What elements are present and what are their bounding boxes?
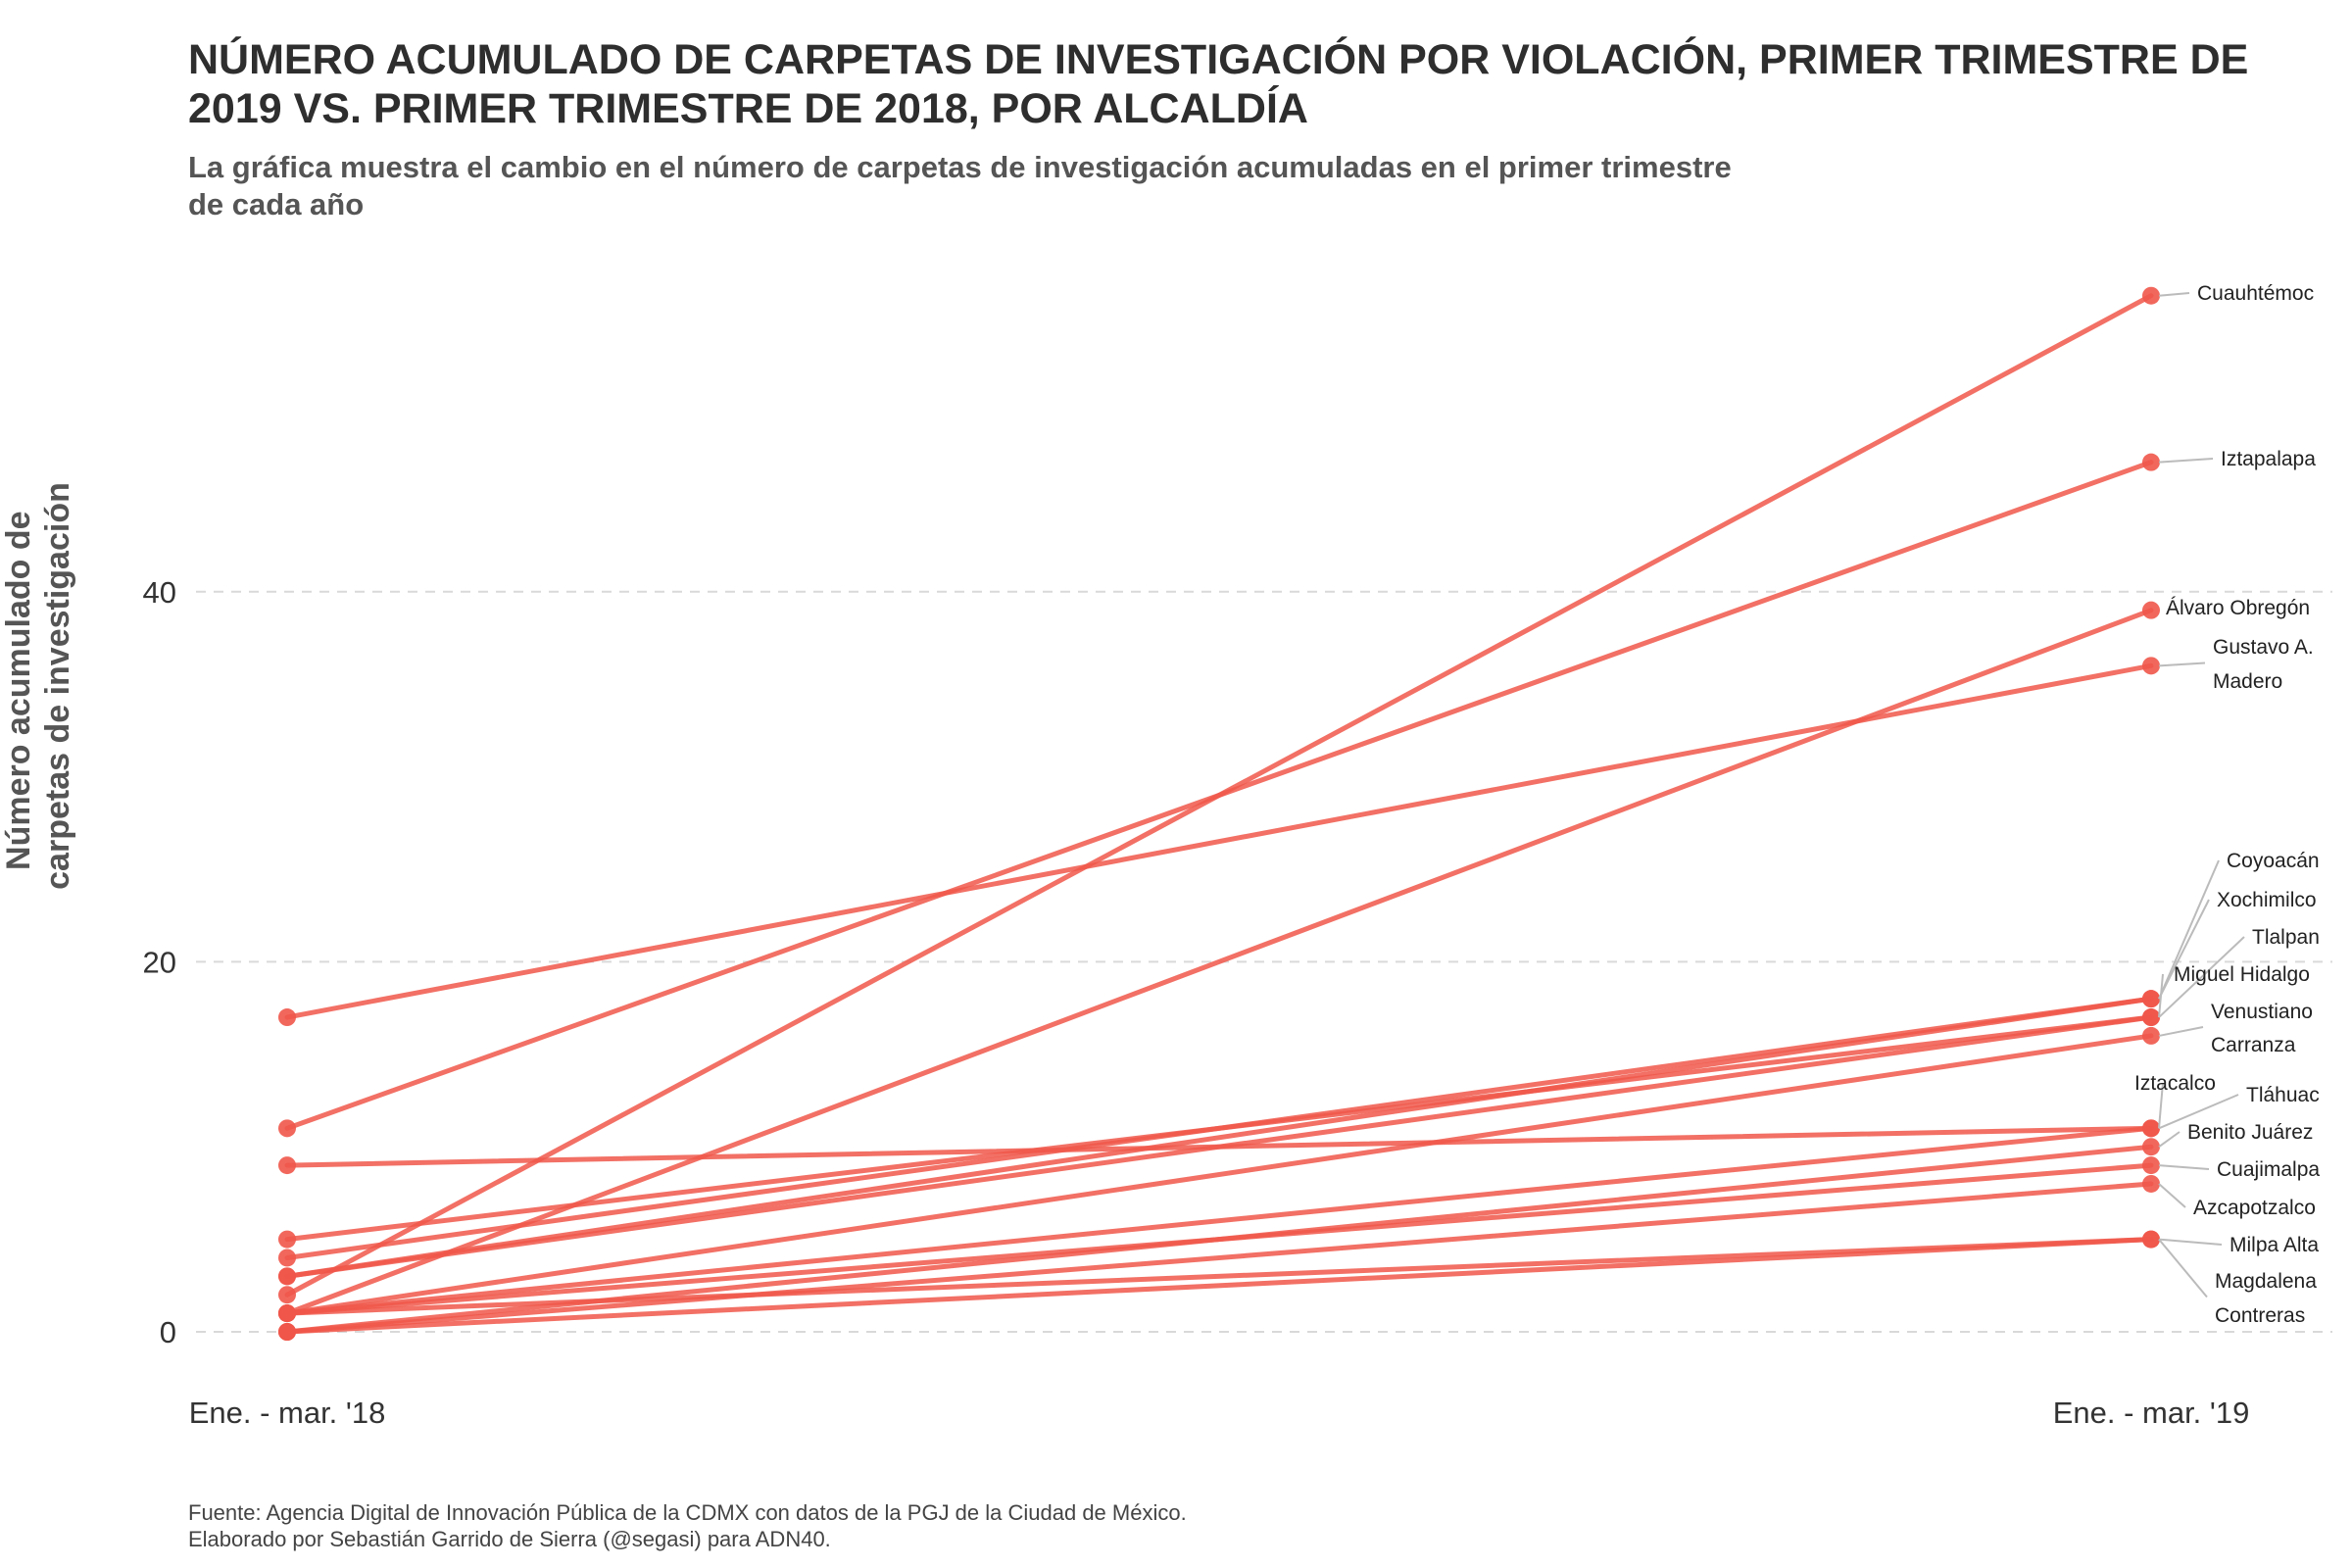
- data-point: [2142, 1156, 2160, 1175]
- series-line: [284, 1162, 2154, 1316]
- series-labels: Cuauhtémoc Iztapalapa Álvaro Obregón Gustav…: [2134, 282, 2320, 1327]
- series-label: Magdalena Contreras: [2215, 1270, 2317, 1327]
- series-label: Cuauhtémoc: [2197, 282, 2314, 305]
- data-point: [2142, 453, 2160, 471]
- data-point: [2142, 657, 2160, 675]
- y-tick-labels: 0 20 40: [143, 575, 176, 1349]
- label-leader: [2158, 1164, 2210, 1170]
- data-point: [278, 1323, 296, 1341]
- gridlines: [196, 590, 2332, 1333]
- data-point: [2142, 286, 2160, 305]
- series-label: Iztapalapa: [2221, 448, 2316, 470]
- chart-caption: Fuente: Agencia Digital de Innovación Pú…: [188, 1499, 1187, 1552]
- series-line: [284, 460, 2154, 1131]
- label-leader: [2158, 1238, 2223, 1246]
- series-label: Gustavo A. Madero: [2213, 636, 2314, 693]
- series-label: Cuajimalpa: [2217, 1158, 2320, 1181]
- label-leader: [2158, 1131, 2180, 1149]
- series-label: Coyoacán: [2227, 850, 2320, 872]
- label-leader: [2158, 1238, 2208, 1298]
- data-point: [278, 1119, 296, 1138]
- series-label: Venustiano Carranza: [2211, 1001, 2313, 1056]
- data-point: [2142, 1008, 2160, 1027]
- label-leader: [2158, 1094, 2239, 1130]
- label-leader: [2158, 1082, 2164, 1129]
- y-tick-label: 0: [160, 1315, 176, 1349]
- series-label: Tláhuac: [2246, 1084, 2320, 1106]
- y-tick-label: 20: [143, 945, 176, 979]
- data-point: [278, 1008, 296, 1027]
- label-leader: [2158, 936, 2245, 1018]
- series-line: [284, 1125, 2154, 1316]
- series-label: Milpa Alta: [2230, 1234, 2319, 1256]
- data-point: [2142, 601, 2160, 619]
- label-leader: [2158, 973, 2164, 1018]
- series-label: Tlalpan: [2252, 926, 2320, 949]
- series-line: [284, 1125, 2154, 1168]
- data-point: [278, 1304, 296, 1323]
- data-point: [2142, 1230, 2160, 1249]
- series-line: [284, 1237, 2154, 1335]
- data-point: [278, 1267, 296, 1286]
- data-point: [278, 1249, 296, 1267]
- caption-line-1: Fuente: Agencia Digital de Innovación Pú…: [188, 1500, 1187, 1525]
- series-line: [284, 996, 2154, 1279]
- series-label: Álvaro Obregón: [2166, 597, 2310, 619]
- chart-title: NÚMERO ACUMULADO DE CARPETAS DE INVESTIG…: [188, 36, 2249, 132]
- label-leader: [2158, 859, 2220, 1000]
- data-point: [2142, 1026, 2160, 1045]
- data-point: [278, 1286, 296, 1304]
- series-line: [284, 1033, 2154, 1316]
- series-line: [284, 1014, 2154, 1243]
- y-tick-label: 40: [143, 575, 176, 610]
- chart-subtitle: La gráfica muestra el cambio en el númer…: [188, 150, 1732, 221]
- data-point: [2142, 990, 2160, 1008]
- label-leader: [2158, 292, 2190, 297]
- x-tick-labels: Ene. - mar. '18 Ene. - mar. '19: [189, 1396, 2250, 1430]
- caption-line-2: Elaborado por Sebastián Garrido de Sierr…: [188, 1527, 831, 1551]
- x-tick-label: Ene. - mar. '18: [189, 1396, 386, 1430]
- label-leader: [2158, 899, 2210, 1000]
- x-tick-label: Ene. - mar. '19: [2053, 1396, 2250, 1430]
- label-leader: [2158, 458, 2214, 464]
- series-label: Xochimilco: [2217, 889, 2317, 911]
- series-label: Miguel Hidalgo: [2174, 963, 2310, 986]
- series-label: Iztacalco: [2134, 1072, 2216, 1095]
- series-line: [284, 1181, 2154, 1335]
- y-axis-label-line2: carpetas de investigación: [39, 482, 76, 890]
- series-lines: [284, 293, 2154, 1335]
- series-label: Benito Juárez: [2187, 1121, 2313, 1144]
- data-point: [2142, 1138, 2160, 1156]
- label-leaders: [2158, 292, 2245, 1298]
- series-label: Azcapotzalco: [2193, 1197, 2316, 1219]
- label-leader: [2158, 662, 2206, 667]
- series-line: [284, 1237, 2154, 1316]
- data-point: [278, 1156, 296, 1175]
- series-points: [278, 286, 2160, 1341]
- data-point: [2142, 1174, 2160, 1193]
- y-axis-label: Número acumulado de carpetas de investig…: [0, 482, 76, 890]
- y-axis-label-line1: Número acumulado de: [0, 511, 37, 870]
- data-point: [278, 1230, 296, 1249]
- series-line: [284, 662, 2154, 1020]
- label-leader: [2158, 1183, 2186, 1208]
- data-point: [2142, 1119, 2160, 1138]
- series-line: [284, 608, 2154, 1316]
- label-leader: [2158, 1026, 2204, 1037]
